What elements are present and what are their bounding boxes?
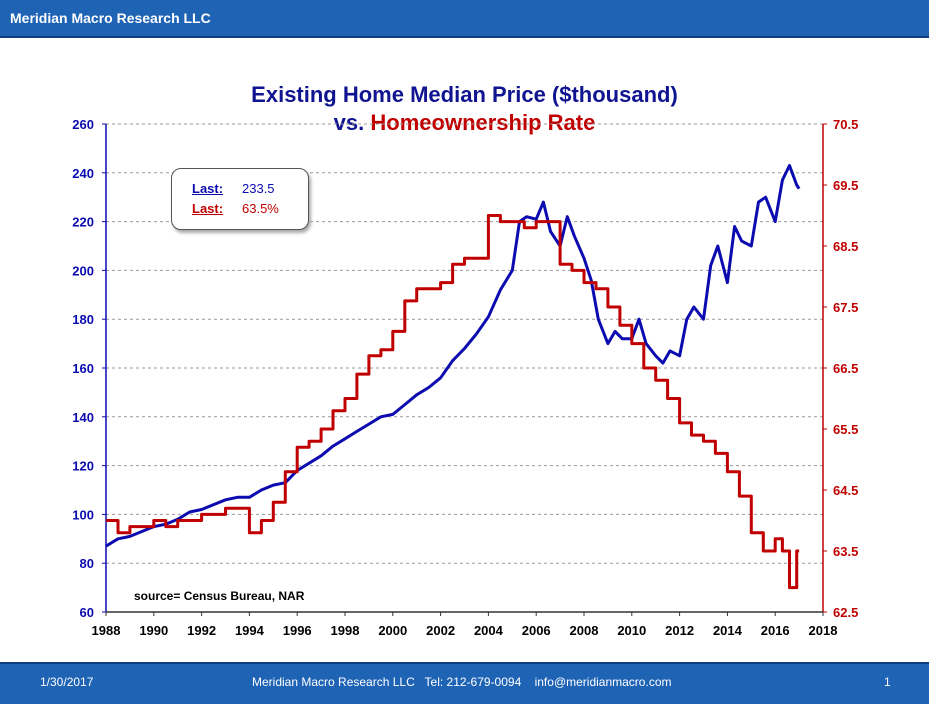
x-tick-label: 2006 [522, 623, 551, 638]
x-tick-label: 2018 [809, 623, 838, 638]
right-tick-label: 68.5 [833, 239, 858, 254]
last-value-price: 233.5 [242, 181, 275, 196]
left-tick-label: 140 [72, 410, 94, 425]
left-tick-label: 120 [72, 459, 94, 474]
subtitle-series: Homeownership Rate [370, 110, 596, 135]
footer-contact: Meridian Macro Research LLC Tel: 212-679… [252, 675, 672, 689]
last-label-rate: Last: [192, 201, 224, 216]
left-tick-label: 260 [72, 117, 94, 132]
right-tick-label: 67.5 [833, 300, 858, 315]
source-note: source= Census Bureau, NAR [134, 589, 305, 603]
right-tick-label: 66.5 [833, 361, 858, 376]
right-tick-label: 69.5 [833, 178, 858, 193]
last-row-price: Last: 233.5 [192, 181, 275, 196]
right-tick-label: 63.5 [833, 544, 858, 559]
footer-bar: 1/30/2017 Meridian Macro Research LLC Te… [0, 662, 929, 704]
x-tick-label: 1998 [331, 623, 360, 638]
left-tick-label: 200 [72, 263, 94, 278]
series-line-price [105, 164, 801, 548]
right-tick-label: 64.5 [833, 483, 858, 498]
subtitle-prefix: vs. [333, 110, 365, 135]
right-tick-label: 65.5 [833, 422, 858, 437]
last-label-price: Last: [192, 181, 224, 196]
x-tick-label: 1988 [92, 623, 121, 638]
left-tick-label: 60 [80, 605, 94, 620]
last-value-rate: 63.5% [242, 201, 279, 216]
x-tick-label: 2012 [665, 623, 694, 638]
left-tick-label: 220 [72, 215, 94, 230]
x-tick-label: 1992 [187, 623, 216, 638]
left-tick-label: 80 [80, 556, 94, 571]
x-tick-label: 1994 [235, 623, 265, 638]
x-tick-label: 2008 [570, 623, 599, 638]
right-tick-label: 62.5 [833, 605, 858, 620]
left-tick-label: 240 [72, 166, 94, 181]
last-values-box: Last: 233.5 Last: 63.5% [171, 168, 309, 230]
left-tick-label: 180 [72, 312, 94, 327]
x-tick-label: 2002 [426, 623, 455, 638]
x-tick-label: 2016 [761, 623, 790, 638]
header-bar: Meridian Macro Research LLC [0, 0, 929, 38]
x-tick-label: 2014 [713, 623, 743, 638]
left-tick-label: 160 [72, 361, 94, 376]
chart-subtitle: vs. Homeownership Rate [0, 110, 929, 136]
chart-title: Existing Home Median Price ($thousand) [251, 82, 678, 107]
series-line-rate [106, 214, 800, 590]
footer-page: 1 [884, 675, 891, 689]
x-tick-label: 2010 [617, 623, 646, 638]
left-tick-label: 100 [72, 507, 94, 522]
footer-date: 1/30/2017 [40, 675, 94, 689]
x-tick-label: 2000 [378, 623, 407, 638]
last-row-rate: Last: 63.5% [192, 201, 279, 216]
right-tick-label: 70.5 [833, 117, 858, 132]
x-tick-label: 1996 [283, 623, 312, 638]
x-tick-label: 2004 [474, 623, 504, 638]
x-tick-label: 1990 [139, 623, 168, 638]
header-title: Meridian Macro Research LLC [10, 10, 211, 26]
